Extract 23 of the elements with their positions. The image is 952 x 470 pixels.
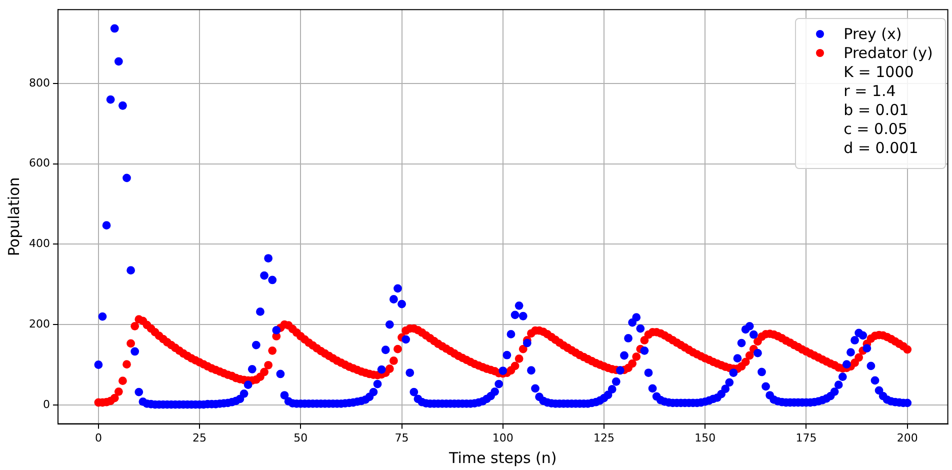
y-axis-title: Population xyxy=(4,177,23,256)
annotation: b = 0.01 xyxy=(842,100,910,120)
y-tick-label: 600 xyxy=(28,156,50,170)
x-tick-label: 25 xyxy=(192,431,207,444)
x-tick-label: 75 xyxy=(394,431,409,444)
y-tick-label: 800 xyxy=(28,76,50,90)
x-tick-label: 125 xyxy=(594,431,615,444)
legend-label: Predator (y) xyxy=(844,44,933,63)
y-tick-label: 400 xyxy=(28,237,50,250)
y-tick-label: 200 xyxy=(28,317,50,330)
annotation: K = 1000 xyxy=(842,62,915,82)
x-tick-label: 0 xyxy=(94,431,102,444)
y-tick-label: 0 xyxy=(42,398,50,411)
x-tick-label: 100 xyxy=(492,431,514,444)
x-tick-label: 50 xyxy=(294,431,308,444)
x-tick-label: 175 xyxy=(796,431,817,444)
annotation: r = 1.4 xyxy=(842,82,897,101)
x-axis-title: Time steps (n) xyxy=(448,448,557,467)
annotation: c = 0.05 xyxy=(842,120,908,139)
x-tick-label: 150 xyxy=(694,431,716,444)
x-tick-label: 200 xyxy=(896,431,918,444)
legend-label: Prey (x) xyxy=(844,24,902,44)
annotation: d = 0.001 xyxy=(842,138,920,158)
